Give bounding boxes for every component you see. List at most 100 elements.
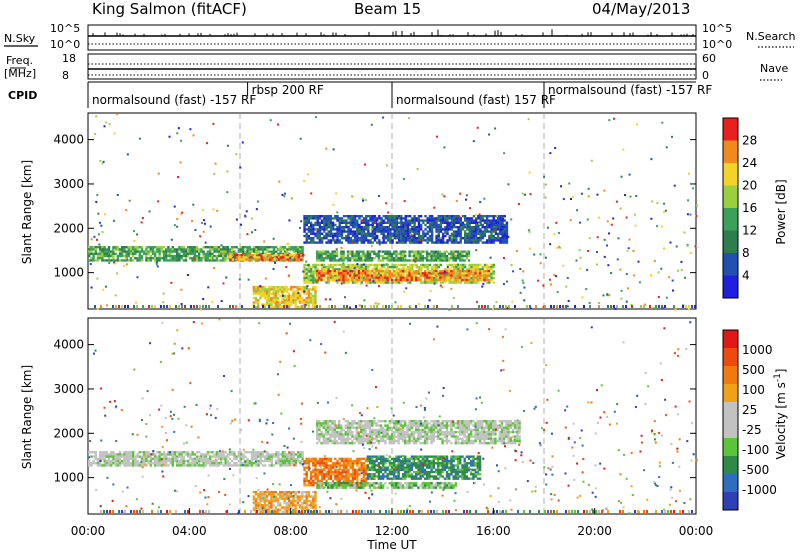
heatmap-speckle — [314, 116, 317, 119]
heatmap-cell — [481, 219, 484, 222]
heatmap-speckle — [283, 192, 286, 195]
heatmap-cell — [307, 468, 311, 472]
heatmap-cell — [445, 466, 449, 469]
heatmap-cell — [305, 285, 308, 289]
heatmap-speckle — [253, 305, 255, 308]
heatmap-cell — [316, 475, 319, 478]
heatmap-cell — [421, 274, 424, 277]
heatmap-cell — [415, 278, 418, 282]
heatmap-speckle — [336, 211, 339, 214]
heatmap-cell — [483, 241, 487, 244]
heatmap-cell — [318, 239, 322, 242]
heatmap-cell — [402, 241, 405, 244]
heatmap-cell — [101, 453, 104, 456]
heatmap-speckle — [527, 229, 530, 232]
heatmap-cell — [301, 285, 304, 289]
heatmap-cell — [386, 473, 389, 476]
heatmap-cell — [459, 219, 462, 222]
heatmap-speckle — [610, 223, 613, 226]
heatmap-cell — [303, 268, 306, 271]
heatmap-cell — [452, 223, 456, 227]
heatmap-cell — [88, 462, 91, 465]
heatmap-cell — [222, 259, 225, 262]
heatmap-speckle — [310, 238, 313, 241]
heatmap-cell — [340, 473, 344, 476]
heatmap-cell — [316, 484, 319, 487]
heatmap-cell — [303, 479, 306, 483]
heatmap-cell — [444, 217, 447, 220]
heatmap-cell — [116, 455, 119, 458]
heatmap-cell — [452, 236, 456, 240]
heatmap-cell — [338, 234, 341, 238]
heatmap-cell — [121, 459, 124, 463]
heatmap-speckle — [235, 218, 238, 221]
heatmap-cell — [477, 239, 480, 242]
heatmap-cell — [224, 457, 227, 461]
heatmap-cell — [499, 230, 502, 233]
heatmap-cell — [465, 274, 468, 277]
heatmap-speckle — [519, 291, 522, 294]
heatmap-cell — [307, 225, 311, 229]
heatmap-cell — [325, 234, 328, 238]
heatmap-cell — [391, 225, 394, 229]
heatmap-cell — [360, 269, 363, 273]
heatmap-cell — [379, 250, 383, 253]
heatmap-cell — [366, 254, 369, 258]
heatmap-cell — [395, 272, 399, 275]
heatmap-cell — [90, 250, 93, 253]
heatmap-cell — [406, 230, 410, 233]
heatmap-cell — [459, 272, 462, 275]
heatmap-cell — [242, 455, 245, 458]
heatmap-cell — [373, 274, 376, 277]
heatmap-cell — [371, 225, 374, 229]
heatmap-speckle — [239, 166, 242, 169]
heatmap-cell — [349, 252, 352, 256]
heatmap-cell — [419, 254, 422, 258]
heatmap-cell — [419, 223, 423, 227]
heatmap-cell — [389, 239, 392, 242]
heatmap-speckle — [373, 305, 375, 308]
heatmap-cell — [259, 457, 262, 461]
heatmap-cell — [204, 457, 207, 461]
heatmap-cell — [295, 258, 298, 261]
heatmap-speckle — [222, 282, 225, 285]
heatmap-cell — [395, 219, 399, 222]
heatmap-cell — [206, 459, 210, 463]
heatmap-cell — [501, 223, 504, 227]
heatmap-cell — [364, 214, 368, 218]
heatmap-cell — [501, 232, 504, 235]
heatmap-speckle — [664, 209, 667, 212]
heatmap-speckle — [277, 305, 279, 308]
heatmap-speckle — [281, 193, 284, 196]
heatmap-cell — [470, 234, 473, 238]
heatmap-cell — [156, 259, 159, 262]
heatmap-cell — [316, 221, 319, 224]
heatmap-cell — [316, 232, 319, 235]
heatmap-cell — [485, 217, 489, 220]
heatmap-cell — [435, 241, 438, 244]
heatmap-cell — [367, 221, 370, 224]
station-title: King Salmon (fitACF) — [92, 0, 247, 18]
heatmap-cell — [393, 466, 396, 469]
heatmap-cell — [353, 473, 357, 476]
heatmap-cell — [459, 223, 462, 227]
heatmap-cell — [195, 455, 199, 458]
heatmap-cell — [323, 473, 326, 476]
heatmap-cell — [305, 214, 308, 218]
heatmap-cell — [275, 250, 278, 253]
heatmap-speckle — [574, 305, 576, 308]
heatmap-cell — [380, 241, 383, 244]
heatmap-cell — [400, 217, 403, 220]
heatmap-cell — [158, 257, 161, 260]
heatmap-cell — [224, 451, 227, 454]
heatmap-cell — [193, 252, 196, 256]
heatmap-speckle — [673, 305, 675, 308]
heatmap-cell — [255, 256, 259, 259]
heatmap-cell — [401, 475, 405, 478]
heatmap-cell — [320, 221, 324, 224]
heatmap-cell — [415, 475, 418, 478]
heatmap-cell — [430, 259, 433, 262]
heatmap-cell — [275, 256, 279, 259]
heatmap-cell — [481, 269, 484, 273]
heatmap-cell — [364, 252, 367, 256]
